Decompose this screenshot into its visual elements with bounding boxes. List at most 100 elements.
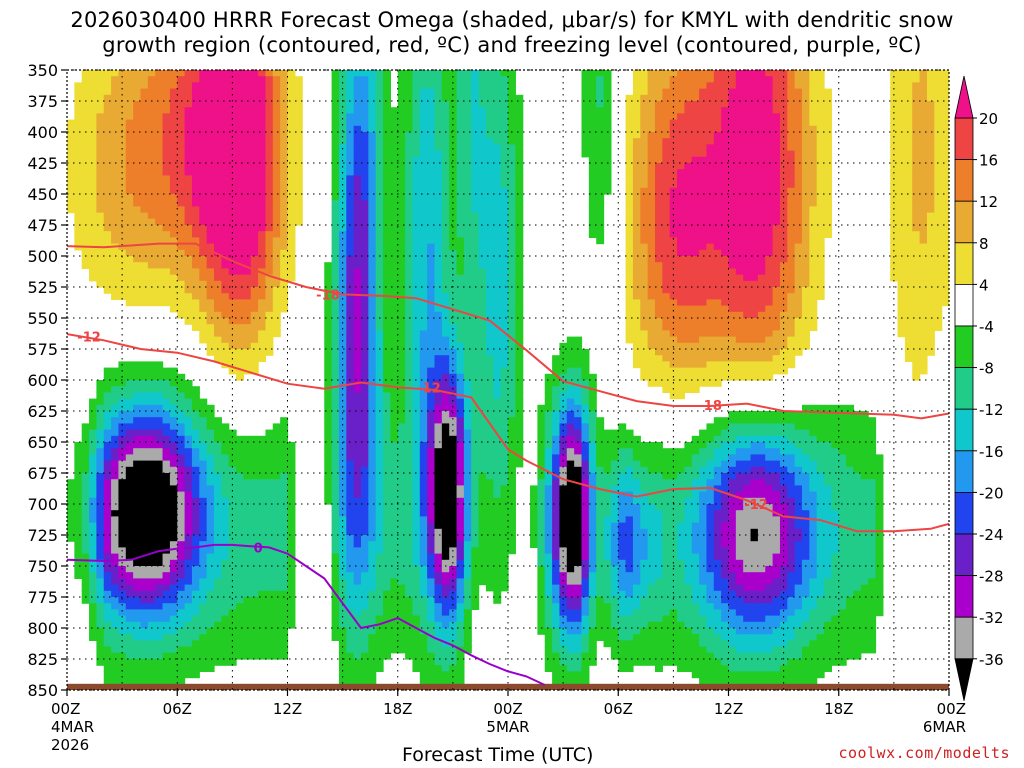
omega-cell	[89, 262, 97, 269]
omega-cell	[206, 187, 215, 195]
omega-cell	[383, 101, 391, 108]
omega-cell	[338, 299, 347, 307]
omega-cell	[206, 609, 215, 617]
omega-cell	[67, 138, 75, 145]
omega-cell	[184, 442, 193, 449]
omega-cell	[331, 107, 340, 114]
omega-cell	[412, 361, 421, 369]
omega-cell	[214, 640, 222, 648]
omega-cell	[280, 225, 289, 232]
omega-cell	[169, 212, 178, 220]
omega-cell	[243, 504, 252, 511]
omega-cell	[272, 584, 281, 592]
omega-cell	[478, 367, 487, 375]
omega-cell	[81, 516, 90, 524]
omega-cell	[221, 82, 230, 90]
omega-cell	[368, 194, 377, 201]
omega-cell	[177, 268, 186, 276]
omega-cell	[118, 392, 127, 400]
omega-cell	[250, 318, 259, 325]
omega-cell	[331, 249, 340, 257]
omega-cell	[258, 615, 267, 623]
omega-cell	[169, 535, 178, 542]
omega-cell	[493, 94, 502, 102]
omega-cell	[258, 454, 267, 462]
omega-cell	[265, 609, 274, 617]
omega-cell	[441, 132, 450, 139]
omega-cell	[74, 169, 83, 176]
omega-cell	[236, 293, 244, 300]
omega-cell	[67, 522, 75, 530]
omega-cell	[103, 175, 112, 183]
omega-cell	[103, 386, 112, 393]
omega-cell	[228, 659, 237, 666]
omega-cell	[493, 287, 502, 294]
omega-cell	[184, 113, 193, 121]
omega-cell	[103, 516, 112, 524]
omega-cell	[155, 243, 164, 251]
omega-cell	[427, 113, 436, 121]
omega-cell	[111, 448, 120, 455]
omega-cell	[441, 566, 450, 573]
omega-cell	[169, 88, 178, 96]
omega-cell	[508, 305, 516, 313]
omega-cell	[103, 677, 112, 685]
omega-cell	[412, 94, 421, 102]
omega-cell	[368, 634, 377, 641]
omega-cell	[169, 640, 178, 648]
omega-cell	[375, 88, 384, 96]
omega-cell	[324, 342, 333, 350]
omega-cell	[397, 163, 406, 170]
omega-cell	[383, 380, 391, 387]
omega-cell	[280, 417, 289, 424]
omega-cell	[155, 559, 164, 567]
omega-cell	[221, 187, 230, 195]
omega-cell	[81, 144, 90, 152]
omega-cell	[155, 274, 164, 282]
omega-cell	[103, 249, 112, 257]
omega-cell	[103, 181, 112, 189]
omega-cell	[103, 107, 112, 114]
omega-cell	[74, 156, 83, 164]
omega-cell	[456, 212, 465, 220]
omega-cell	[118, 113, 127, 121]
omega-cell	[250, 454, 259, 462]
omega-cell	[214, 473, 222, 480]
omega-cell	[103, 485, 112, 493]
omega-cell	[456, 70, 465, 77]
omega-cell	[103, 274, 112, 282]
omega-cell	[478, 435, 487, 443]
omega-cell	[375, 460, 384, 468]
omega-cell	[250, 640, 259, 648]
omega-cell	[471, 187, 480, 195]
omega-cell	[397, 349, 406, 356]
omega-cell	[103, 70, 112, 77]
omega-cell	[96, 169, 105, 176]
omega-cell	[250, 94, 259, 102]
omega-cell	[383, 485, 391, 493]
omega-cell	[155, 516, 164, 524]
omega-cell	[338, 659, 347, 666]
omega-cell	[103, 466, 112, 474]
omega-cell	[265, 299, 274, 307]
omega-cell	[324, 336, 333, 344]
omega-cell	[272, 311, 281, 319]
omega-cell	[184, 206, 193, 214]
omega-cell	[500, 187, 509, 195]
omega-cell	[140, 299, 149, 307]
omega-cell	[368, 150, 377, 158]
omega-cell	[147, 621, 156, 629]
omega-cell	[214, 163, 222, 170]
omega-cell	[434, 113, 443, 121]
omega-cell	[81, 491, 90, 499]
omega-cell	[103, 411, 112, 418]
omega-cell	[140, 225, 149, 232]
omega-cell	[162, 572, 171, 579]
omega-cell	[74, 144, 83, 152]
omega-cell	[478, 355, 487, 362]
omega-cell	[147, 268, 156, 276]
omega-cell	[140, 435, 149, 443]
omega-cell	[103, 652, 112, 660]
omega-cell	[228, 324, 237, 331]
omega-cell	[118, 609, 127, 617]
